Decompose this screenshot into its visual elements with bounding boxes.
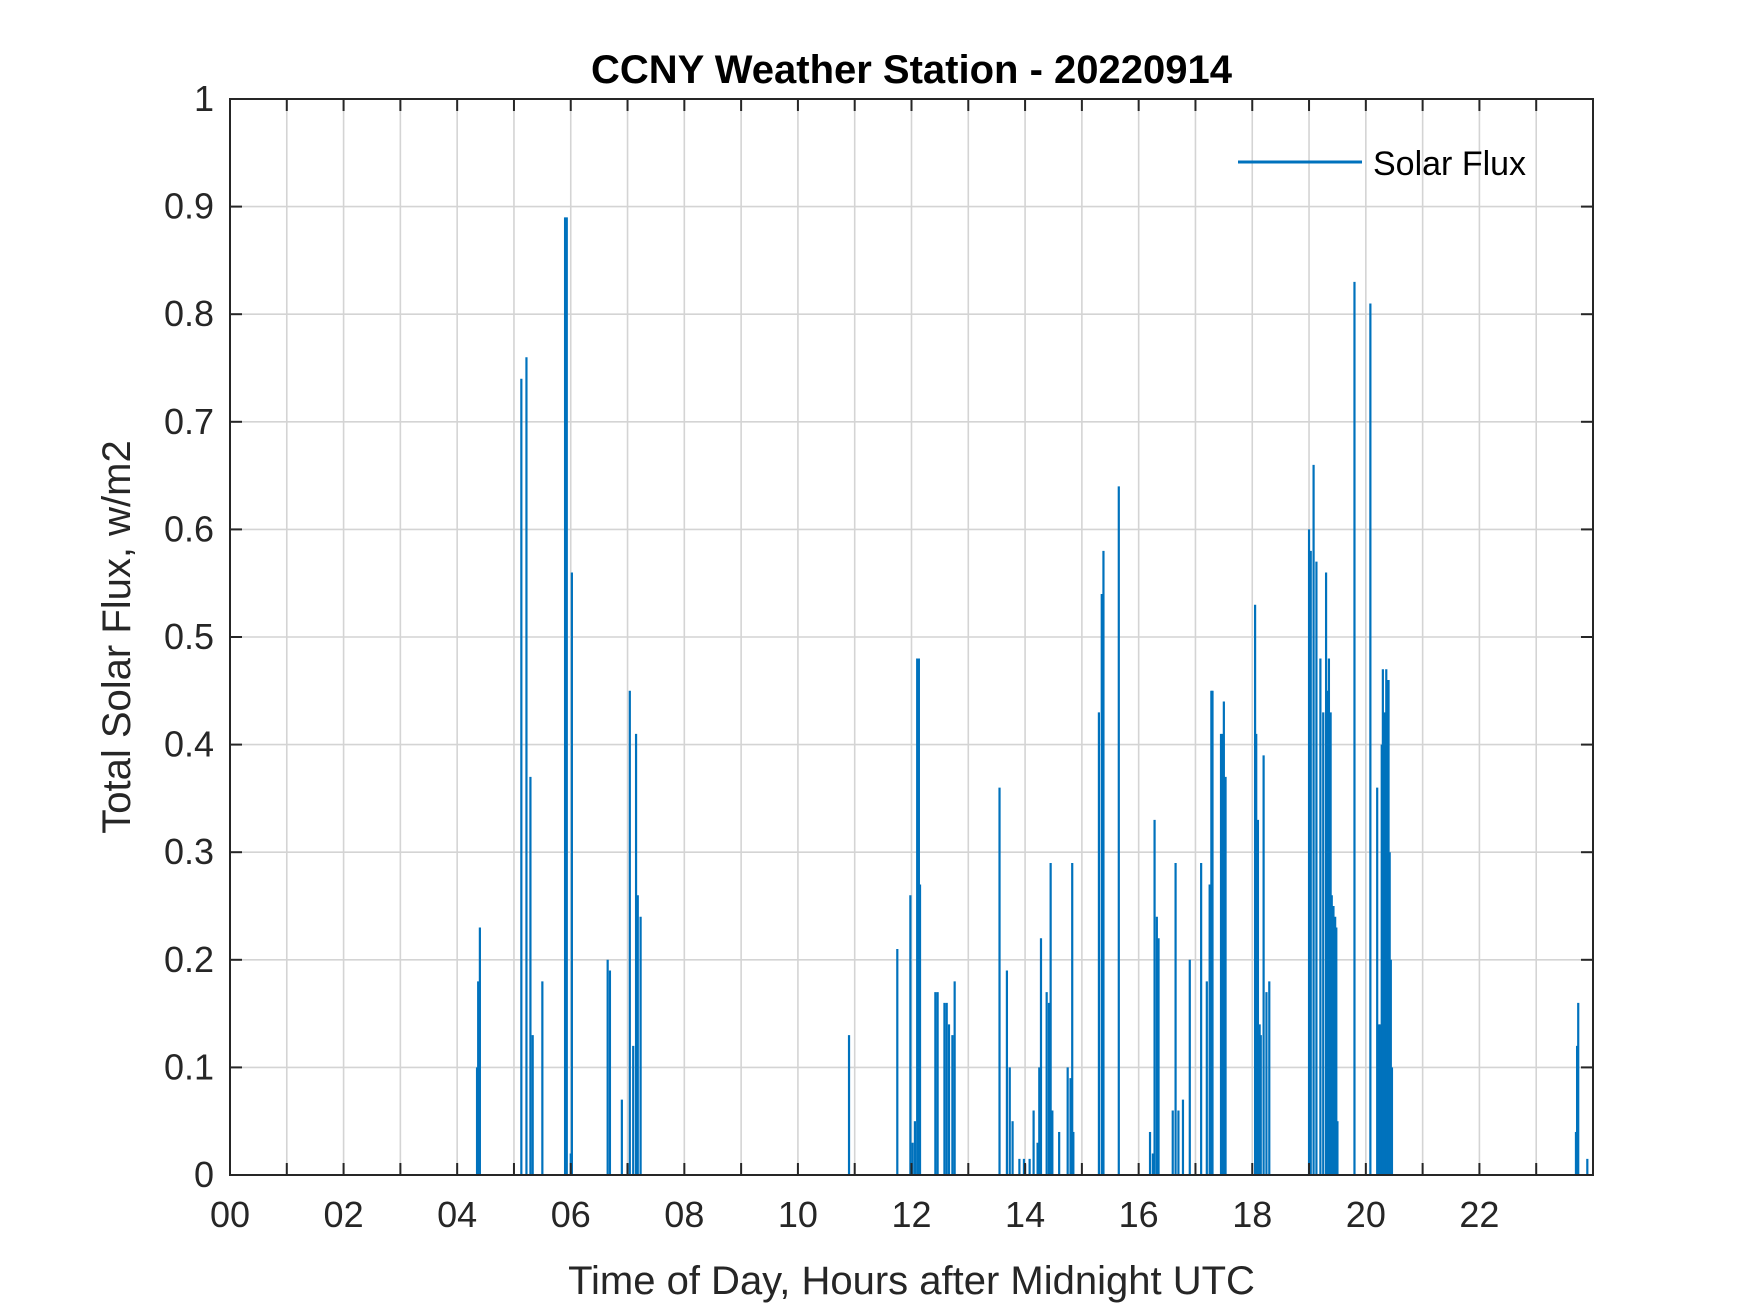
x-tick-label: 12 <box>891 1194 931 1235</box>
y-tick-label: 0.8 <box>164 293 214 334</box>
x-tick-label: 18 <box>1232 1194 1272 1235</box>
y-tick-labels: 0 0.1 0.2 0.3 0.4 0.5 0.6 0.7 0.8 0.9 1 <box>164 78 214 1195</box>
y-tick-label: 0.9 <box>164 186 214 227</box>
legend-label-solar-flux: Solar Flux <box>1373 145 1526 183</box>
x-tick-labels: 00 02 04 06 08 10 12 14 16 18 20 22 <box>210 1194 1499 1235</box>
x-tick-label: 10 <box>778 1194 818 1235</box>
x-tick-label: 08 <box>664 1194 704 1235</box>
y-tick-label: 0 <box>194 1154 214 1195</box>
y-tick-label: 0.3 <box>164 831 214 872</box>
x-axis-label: Time of Day, Hours after Midnight UTC <box>568 1259 1255 1303</box>
y-tick-label: 0.5 <box>164 616 214 657</box>
y-axis-label: Total Solar Flux, w/m2 <box>95 440 139 833</box>
y-tick-label: 1 <box>194 78 214 119</box>
y-tick-label: 0.2 <box>164 939 214 980</box>
x-tick-label: 22 <box>1459 1194 1499 1235</box>
x-tick-label: 00 <box>210 1194 250 1235</box>
y-tick-label: 0.7 <box>164 401 214 442</box>
y-tick-label: 0.1 <box>164 1046 214 1087</box>
x-tick-label: 04 <box>437 1194 477 1235</box>
chart-title: CCNY Weather Station - 20220914 <box>591 48 1233 92</box>
y-tick-label: 0.6 <box>164 508 214 549</box>
legend: Solar Flux <box>1238 145 1526 183</box>
axis-ticks <box>230 98 1593 1176</box>
solar-flux-series <box>475 217 1589 1175</box>
x-tick-label: 02 <box>324 1194 364 1235</box>
x-tick-label: 06 <box>551 1194 591 1235</box>
x-tick-label: 20 <box>1346 1194 1386 1235</box>
y-tick-label: 0.4 <box>164 724 214 765</box>
x-tick-label: 16 <box>1119 1194 1159 1235</box>
x-tick-label: 14 <box>1005 1194 1045 1235</box>
